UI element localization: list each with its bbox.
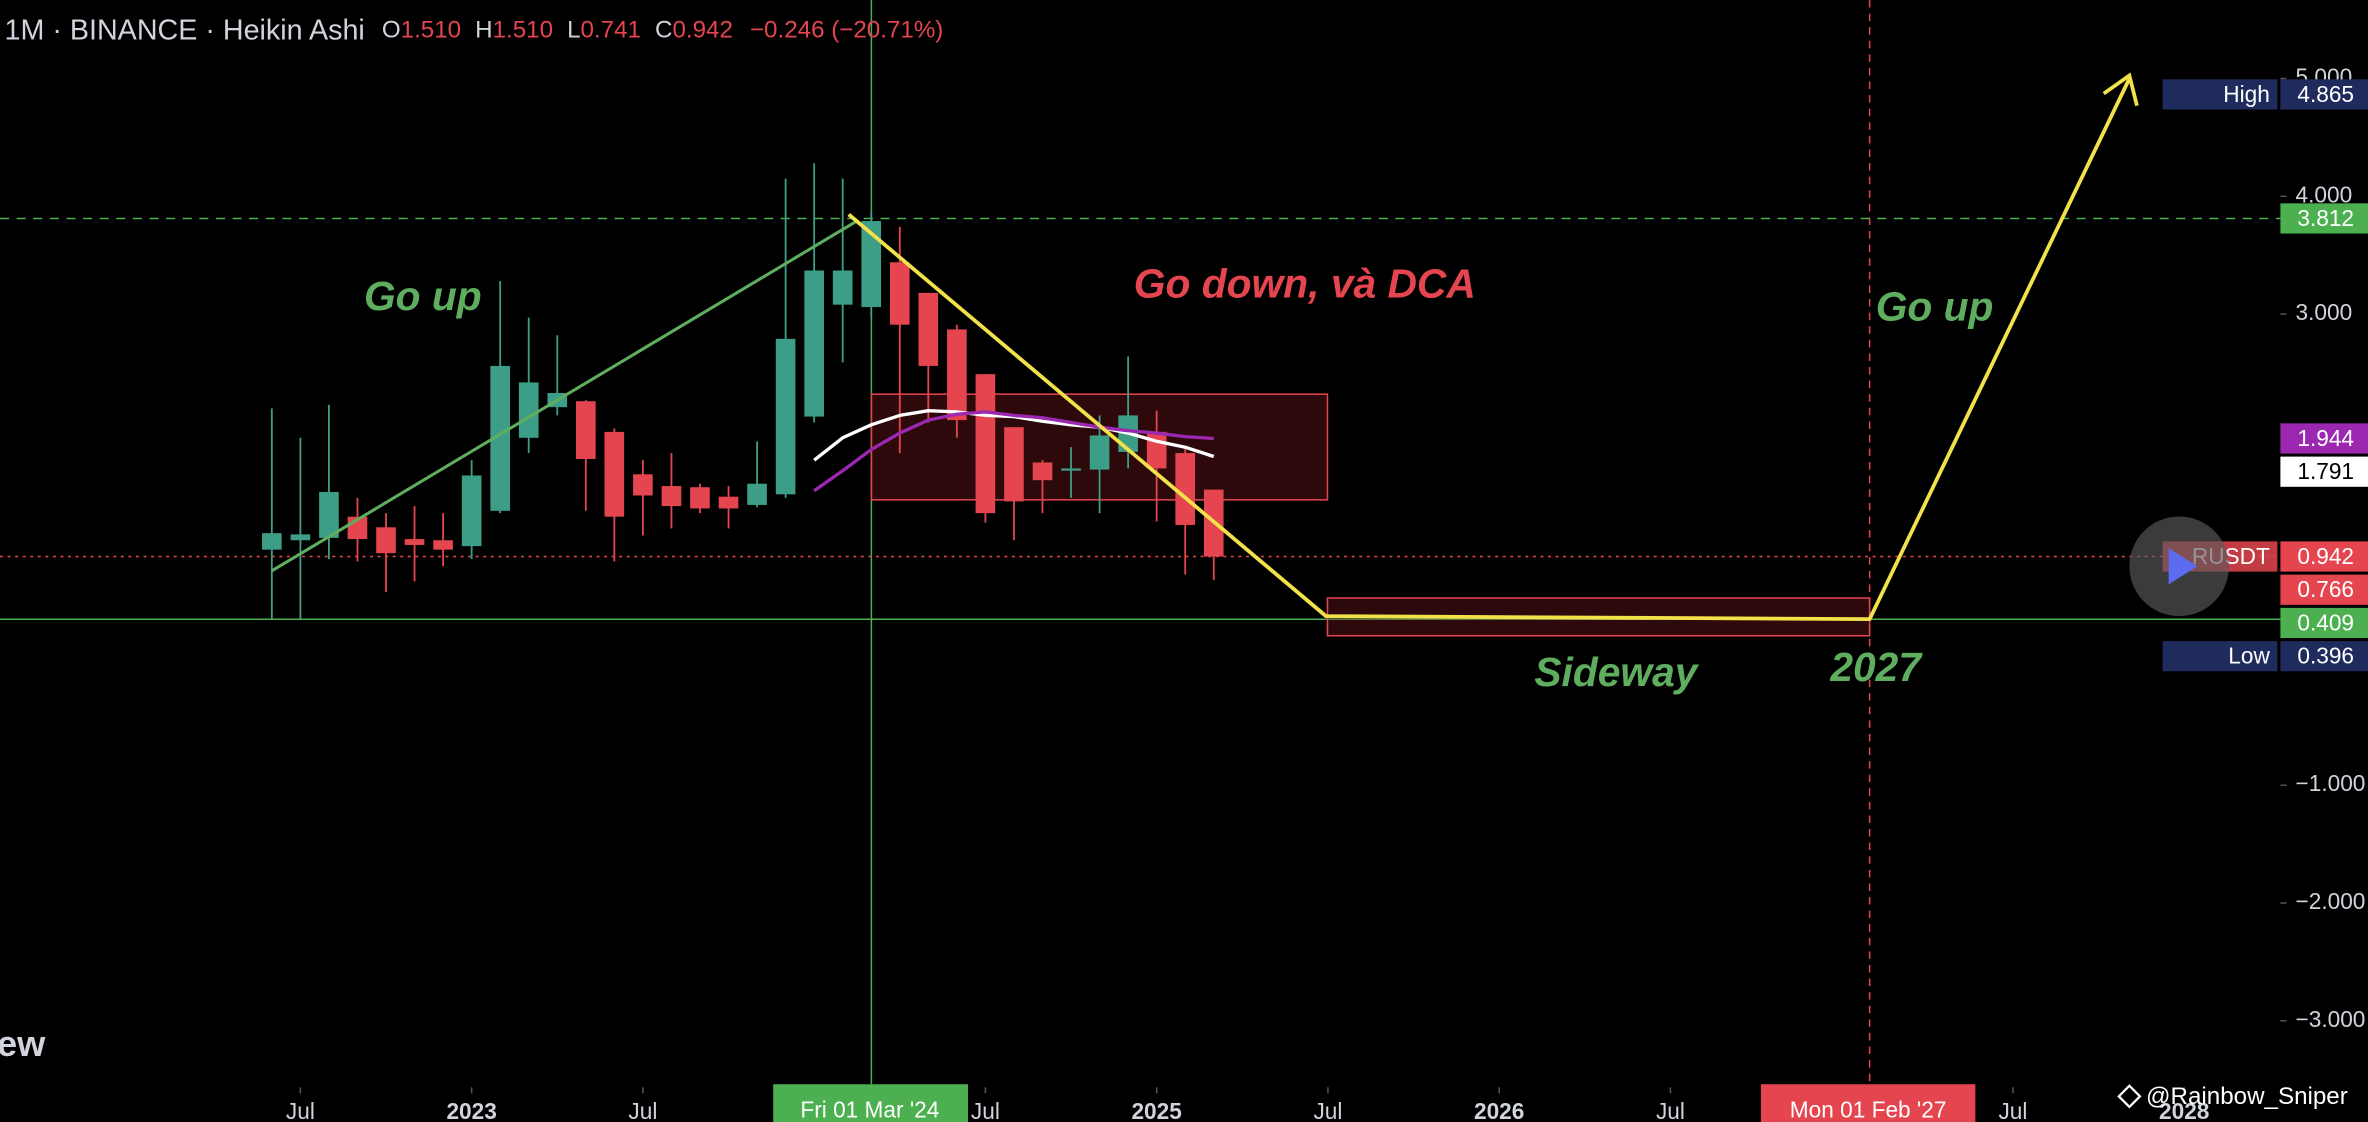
uptrend-line xyxy=(271,219,859,573)
candle-body xyxy=(775,338,796,495)
price-label: 0.766 xyxy=(2297,576,2354,602)
price-label-bg xyxy=(2280,456,2368,487)
candle-body xyxy=(319,491,339,538)
y-tick-label: 3.000 xyxy=(2296,299,2353,325)
ohlc-value: 0.741 xyxy=(581,17,641,44)
play-icon xyxy=(2168,548,2198,585)
candle-body xyxy=(1146,431,1167,469)
header-title: 1M · BINANCE · Heikin Ashi xyxy=(5,14,365,46)
candle-body xyxy=(1089,435,1110,470)
logo: ew xyxy=(0,1023,46,1064)
annotation: Go up xyxy=(364,273,482,319)
price-label: 0.942 xyxy=(2297,543,2354,569)
x-tick-label: Jul xyxy=(1998,1098,2027,1122)
price-tag-bg xyxy=(2162,79,2278,110)
x-tick-label: 2026 xyxy=(1474,1098,1524,1122)
candle-body xyxy=(404,539,425,545)
ohlc-value: 1.510 xyxy=(493,17,553,44)
price-tag-bg xyxy=(2162,641,2278,672)
price-lines xyxy=(0,217,2281,621)
price-label: 0.396 xyxy=(2297,643,2354,669)
price-label: 1.944 xyxy=(2297,425,2354,451)
candle-body xyxy=(1061,468,1081,471)
price-label-bg xyxy=(2280,541,2368,572)
x-tick-label: Jul xyxy=(1313,1098,1342,1122)
candle-body xyxy=(947,329,967,421)
ohlc-key: L xyxy=(567,17,580,44)
y-tick-label: −1.000 xyxy=(2296,770,2366,796)
candle-body xyxy=(889,262,910,325)
x-tick-label: 2023 xyxy=(446,1098,496,1122)
candle-body xyxy=(518,382,539,438)
candle-body xyxy=(690,487,710,509)
price-label: 0.409 xyxy=(2297,609,2354,635)
annotation: Go up xyxy=(1876,283,1994,329)
ohlc-value: 1.510 xyxy=(401,17,461,44)
price-label-bg xyxy=(2280,574,2368,605)
candle-body xyxy=(604,431,625,517)
marker-label: Mon 01 Feb '27 xyxy=(1790,1096,1947,1122)
crosshair-label: Fri 01 Mar '24 xyxy=(800,1096,939,1122)
moving-average xyxy=(813,410,1214,493)
price-label-bg xyxy=(2280,641,2368,672)
candle-body xyxy=(262,533,282,550)
candle-body xyxy=(1004,427,1024,502)
y-tick-label: −2.000 xyxy=(2296,888,2366,914)
ohlc-key: O xyxy=(382,17,401,44)
price-label: 1.791 xyxy=(2297,458,2354,484)
candle-body xyxy=(918,292,939,366)
candle-body xyxy=(575,401,596,459)
candle-body xyxy=(661,486,682,507)
candle-body xyxy=(861,221,882,308)
candle-body xyxy=(376,527,396,554)
annotation: Sideway xyxy=(1534,649,1699,695)
marker-label-bg xyxy=(1760,1084,1976,1122)
y-tick-label: −3.000 xyxy=(2296,1006,2366,1032)
y-tick-label: 4.000 xyxy=(2296,181,2353,207)
annotation: Go down, và DCA xyxy=(1134,261,1476,307)
price-tag: High xyxy=(2223,81,2270,107)
price-tag: Low xyxy=(2228,643,2270,669)
ohlc-value: 0.942 xyxy=(672,17,732,44)
x-tick-label: Jul xyxy=(1656,1098,1685,1122)
candle-body xyxy=(832,270,853,305)
ohlc-key: C xyxy=(655,17,672,44)
candle-body xyxy=(1032,462,1053,481)
header: 1M · BINANCE · Heikin Ashi O1.510 H1.510… xyxy=(5,14,944,46)
ohlc-key: H xyxy=(475,17,492,44)
crosshair-label-bg xyxy=(773,1084,969,1122)
candle-body xyxy=(461,475,482,547)
price-label-bg xyxy=(2280,423,2368,454)
candle-body xyxy=(718,496,739,509)
price-label-bg xyxy=(2280,203,2368,234)
candle-body xyxy=(804,270,824,417)
candle-body xyxy=(975,374,996,514)
watermark: @Rainbow_Sniper xyxy=(2146,1083,2348,1110)
candle-body xyxy=(747,483,767,505)
x-tick-label: 2025 xyxy=(1131,1098,1181,1122)
candle-body xyxy=(290,534,311,541)
price-label: 4.865 xyxy=(2297,81,2354,107)
x-tick-label: 2028 xyxy=(2159,1098,2209,1122)
price-label-bg xyxy=(2280,607,2368,639)
projection-arrowhead xyxy=(2102,72,2139,107)
x-axis: Jul 2023 Jul Jul 2025 Jul 2026 Jul Jul 2028 xyxy=(286,1087,2209,1122)
change: −0.246 (−20.71%) xyxy=(750,17,943,44)
price-label-bg xyxy=(2280,79,2368,110)
annotation: 2027 xyxy=(1829,644,1923,690)
candle-body xyxy=(1175,453,1196,525)
x-tick-label: Jul xyxy=(971,1098,1000,1122)
watermark-icon xyxy=(2117,1084,2142,1109)
candle-body xyxy=(433,540,453,550)
candle-body xyxy=(633,474,653,496)
candle-body xyxy=(490,365,510,511)
x-tick-label: Jul xyxy=(628,1098,657,1122)
ma-lines xyxy=(813,409,1215,493)
projection-path xyxy=(847,77,2132,622)
x-tick-label: Jul xyxy=(286,1098,315,1122)
price-label: 3.812 xyxy=(2297,205,2354,231)
